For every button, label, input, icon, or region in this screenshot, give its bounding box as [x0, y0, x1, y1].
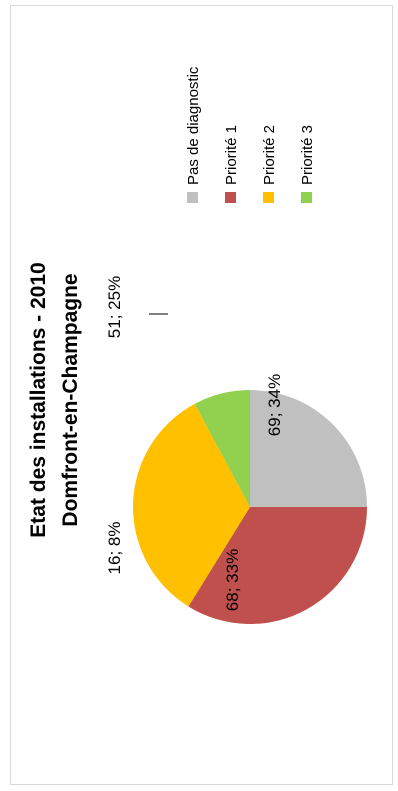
data-label-1: 51; 25% [105, 276, 124, 338]
chart-title-line-2: Domfront-en-Champagne [59, 273, 82, 526]
legend-swatch-1 [187, 192, 198, 203]
legend-label-3: Priorité 2 [261, 125, 278, 185]
legend-label-2: Priorité 1 [223, 125, 240, 185]
legend-label-4: Priorité 3 [299, 125, 316, 185]
chart-frame [10, 5, 393, 785]
data-label-2: 69; 34% [265, 374, 284, 436]
pie-slice-1 [250, 390, 367, 507]
data-label-4: 16; 8% [105, 522, 124, 575]
legend-label-1: Pas de diagnostic [185, 66, 202, 185]
legend-swatch-3 [263, 192, 274, 203]
legend-swatch-4 [301, 192, 312, 203]
data-label-3: 68; 33% [223, 549, 242, 611]
legend-swatch-2 [225, 192, 236, 203]
pie-slice-3 [132, 403, 250, 607]
pie-slice-4 [194, 390, 250, 507]
chart-title-line-1: Etat des installations - 2010 [27, 262, 50, 537]
pie-slice-2 [188, 507, 367, 624]
